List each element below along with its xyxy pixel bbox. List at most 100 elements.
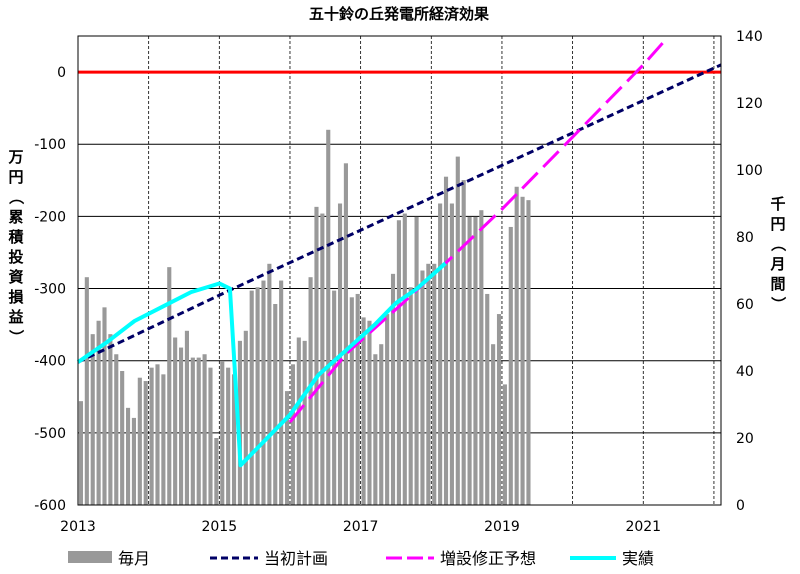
series-lines [76, 40, 722, 468]
legend-label-revised: 増設修正予想 [440, 549, 536, 568]
monthly-bar [443, 176, 449, 505]
left-tick-label: -500 [34, 426, 66, 442]
monthly-bar [290, 364, 295, 505]
right-tick-label: 140 [736, 29, 763, 45]
tick-labels: 0 -100 -200 -300 -400 -500 -600 0 20 40 60 80 100 120… [34, 29, 763, 535]
monthly-bar [514, 186, 519, 505]
right-axis-label-char: 千 [770, 195, 785, 213]
monthly-bar [214, 438, 219, 505]
monthly-bar [90, 334, 95, 505]
monthly-bar [249, 290, 254, 505]
monthly-bar [396, 220, 401, 505]
monthly-bar [143, 381, 148, 505]
x-tick-label: 2013 [60, 519, 96, 535]
monthly-bar [184, 330, 189, 505]
monthly-bar [320, 213, 325, 506]
monthly-bar [125, 407, 131, 505]
monthly-bar [96, 320, 101, 505]
monthly-bar [461, 180, 466, 506]
right-tick-label: 0 [736, 498, 745, 514]
x-tick-label: 2019 [484, 519, 520, 535]
legend: 毎月 当初計画 増設修正予想 実績 [68, 549, 654, 568]
legend-swatch-monthly [68, 551, 112, 563]
chart-title: 五十鈴の丘発電所経済効果 [309, 5, 490, 23]
monthly-bar [78, 401, 84, 505]
legend-label-monthly: 毎月 [118, 549, 150, 568]
monthly-bar [349, 297, 354, 505]
monthly-bar [243, 330, 248, 505]
monthly-bar [284, 391, 290, 505]
left-axis-label-char: 資 [8, 268, 23, 286]
left-tick-label: -200 [34, 209, 66, 225]
monthly-bar [155, 364, 160, 505]
right-axis-label-char: 円 [770, 215, 785, 233]
right-tick-label: 20 [736, 431, 754, 447]
monthly-bar [355, 293, 360, 505]
monthly-bar [361, 317, 366, 505]
monthly-bar [108, 334, 113, 505]
monthly-bar [296, 337, 301, 505]
monthly-bar [178, 347, 184, 505]
monthly-bar [455, 156, 460, 505]
monthly-bar [196, 357, 201, 505]
monthly-bar [520, 196, 525, 506]
monthly-bar [496, 314, 502, 505]
monthly-bar [190, 357, 195, 505]
monthly-bar [220, 360, 225, 505]
monthly-bar [120, 371, 125, 505]
monthly-bar [485, 293, 490, 505]
monthly-bar [137, 377, 142, 505]
x-tick-label: 2017 [343, 519, 379, 535]
monthly-bar [449, 203, 454, 505]
monthly-bar [302, 340, 307, 505]
monthly-bar [261, 280, 266, 505]
right-axis-label: 千円 （ 月間 ） [769, 195, 787, 312]
left-tick-label: 0 [57, 65, 66, 81]
monthly-bar [479, 210, 484, 505]
left-axis-label-char: ） [7, 329, 25, 344]
monthly-bar [408, 287, 413, 505]
monthly-bar [208, 367, 213, 505]
plot-frame [77, 35, 722, 506]
right-tick-label: 40 [736, 364, 754, 380]
monthly-bar [149, 367, 154, 505]
legend-label-plan: 当初計画 [264, 549, 328, 568]
monthly-bar [508, 226, 513, 505]
plan-line [77, 63, 722, 364]
left-axis-label-char: 円 [8, 168, 23, 186]
monthly-bar [255, 287, 260, 505]
monthly-bar [385, 314, 390, 505]
monthly-bar [226, 367, 231, 505]
monthly-bar [426, 263, 431, 505]
monthly-bar [84, 277, 89, 505]
monthly-bar [343, 163, 348, 506]
monthly-bar [114, 354, 119, 505]
left-tick-label: -400 [34, 354, 66, 370]
legend-label-actual: 実績 [622, 549, 654, 568]
left-axis-label-char: 投 [8, 248, 23, 266]
monthly-bar [390, 273, 396, 505]
monthly-bar [273, 304, 278, 505]
x-tick-label: 2015 [201, 519, 237, 535]
monthly-bar [202, 354, 207, 505]
actual-line [76, 261, 447, 468]
monthly-bar [414, 216, 419, 505]
monthly-bar [161, 374, 166, 505]
monthly-bar [367, 320, 372, 505]
monthly-bar [231, 374, 237, 505]
monthly-bar [102, 307, 107, 505]
monthly-bar [502, 384, 507, 505]
right-tick-label: 60 [736, 297, 754, 313]
left-axis-label-char: 累 [8, 208, 23, 226]
right-axis-label-char: 間 [770, 275, 785, 293]
monthly-bar [267, 263, 272, 505]
left-axis-label-char: 積 [7, 228, 24, 246]
monthly-bar [379, 344, 384, 505]
monthly-bar [131, 417, 136, 505]
monthly-bar [467, 216, 472, 505]
monthly-bar [332, 290, 337, 505]
monthly-bar [402, 213, 407, 506]
left-tick-label: -600 [34, 498, 66, 514]
right-axis-label-char: （ [769, 236, 787, 251]
